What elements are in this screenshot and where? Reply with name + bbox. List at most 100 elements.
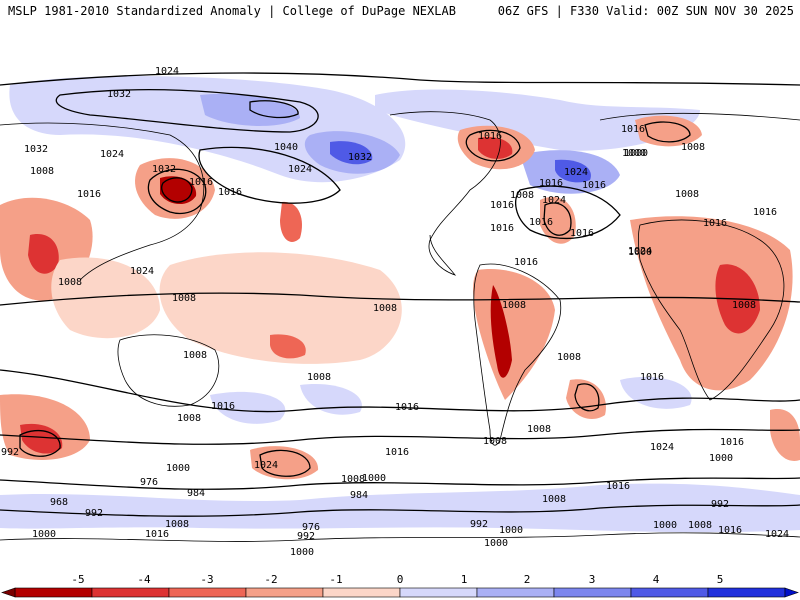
isobar-label: 1024 bbox=[564, 167, 588, 178]
anomaly-pos-greenland bbox=[375, 89, 700, 151]
colorbar-segment bbox=[322, 587, 401, 598]
isobar-low-kamchatka-inner bbox=[161, 177, 193, 203]
colorbar-tick-label: 0 bbox=[397, 573, 404, 586]
isobar-label: 1008 bbox=[165, 519, 189, 530]
colorbar-tick-label: -5 bbox=[71, 573, 84, 586]
isobar-label: 992 bbox=[85, 508, 103, 519]
anomaly-neg-australia-core bbox=[270, 334, 306, 359]
isobar-label: 1016 bbox=[514, 257, 538, 268]
isobar-low-atlantic bbox=[543, 202, 572, 236]
isobar-label: 1016 bbox=[582, 180, 606, 191]
anomaly-shading bbox=[0, 75, 800, 533]
colorbar-segment bbox=[630, 587, 709, 598]
isobar-label: 1008 bbox=[172, 293, 196, 304]
isobar-label: 1000 bbox=[166, 463, 190, 474]
isobar-label: 1016 bbox=[720, 437, 744, 448]
isobar-label: 1008 bbox=[483, 436, 507, 447]
isobar-label: 1000 bbox=[628, 247, 652, 258]
isobar-label: 1016 bbox=[621, 124, 645, 135]
isobar-label: 1008 bbox=[510, 190, 534, 201]
isobar-label: 1016 bbox=[606, 481, 630, 492]
colorbar-segment bbox=[14, 587, 93, 598]
colorbar: -5 -4 -3 -2 -1 0 1 2 3 4 5 bbox=[1, 573, 799, 598]
isobar-label: 1016 bbox=[145, 529, 169, 540]
isobar-label: 1016 bbox=[218, 187, 242, 198]
colorbar-min-extend bbox=[1, 587, 16, 598]
colorbar-segment bbox=[245, 587, 324, 598]
isobar-label: 1000 bbox=[499, 525, 523, 536]
isobar-1024-south bbox=[0, 369, 800, 413]
isobar-label: 1016 bbox=[77, 189, 101, 200]
colorbar-tick-label: 5 bbox=[717, 573, 724, 586]
isobar-label: 1016 bbox=[718, 525, 742, 536]
isobar-label: 1008 bbox=[307, 372, 331, 383]
isobar-label: 1024 bbox=[130, 266, 154, 277]
isobar-label: 1016 bbox=[478, 131, 502, 142]
isobar-label: 1040 bbox=[274, 142, 298, 153]
isobar-1016-tropics bbox=[0, 292, 800, 306]
isobar-label: 1008 bbox=[675, 189, 699, 200]
isobar-label: 1008 bbox=[681, 142, 705, 153]
anomaly-pos-south-pacific-a bbox=[210, 391, 286, 424]
isobar-1032-pacific bbox=[55, 89, 319, 133]
isobar-992-south bbox=[0, 477, 800, 490]
isobar-low-southpacific bbox=[259, 449, 311, 477]
isobar-label: 976 bbox=[302, 522, 320, 533]
isobar-label: 1016 bbox=[189, 177, 213, 188]
model-valid-time: 06Z GFS | F330 Valid: 00Z SUN NOV 30 202… bbox=[497, 4, 794, 18]
colorbar-tick-label: -1 bbox=[329, 573, 342, 586]
colorbar-tick-label: -3 bbox=[200, 573, 213, 586]
isobar-label: 1024 bbox=[288, 164, 312, 175]
isobar-label: 1000 bbox=[709, 453, 733, 464]
isobar-label: 1016 bbox=[529, 217, 553, 228]
isobar-label: 1008 bbox=[557, 352, 581, 363]
isobar-label: 1000 bbox=[290, 547, 314, 558]
isobar-labels: 1024 1032 1024 1032 1040 1032 1024 1016 1016 1016… bbox=[1, 66, 789, 558]
coast-north-america bbox=[389, 111, 501, 276]
anomaly-neg-southern-indian-east bbox=[770, 409, 800, 461]
isobar-label: 984 bbox=[187, 488, 205, 499]
isobar-label: 1024 bbox=[254, 460, 278, 471]
isobar-label: 1024 bbox=[765, 529, 789, 540]
isobar-1016-pacific-mid bbox=[198, 146, 341, 204]
isobar-label: 1032 bbox=[348, 152, 372, 163]
isobar-label: 1016 bbox=[640, 372, 664, 383]
colorbar-tick-label: 2 bbox=[524, 573, 531, 586]
anomaly-neg-maritime-core bbox=[28, 234, 59, 274]
isobar-label: 1032 bbox=[107, 89, 131, 100]
isobar-label: 1024 bbox=[650, 442, 674, 453]
isobar-label: 1016 bbox=[385, 447, 409, 458]
isobar-label: 1024 bbox=[628, 246, 652, 257]
anomaly-neg-hudson-core bbox=[478, 136, 513, 159]
anomaly-neg-australia bbox=[199, 276, 370, 351]
isobar-low-sw-indian bbox=[19, 430, 61, 457]
isobar-label: 1016 bbox=[490, 223, 514, 234]
anomaly-neg-africa bbox=[630, 216, 793, 391]
colorbar-tick-label: 1 bbox=[461, 573, 468, 586]
isobar-1000-antarctic bbox=[0, 504, 800, 517]
isobar-label: 1000 bbox=[622, 148, 646, 159]
coast-south-america bbox=[473, 263, 562, 446]
isobar-label: 1008 bbox=[373, 303, 397, 314]
isobar-1040-pacific bbox=[249, 100, 299, 119]
isobar-label: 1024 bbox=[100, 149, 124, 160]
isobar-label: 992 bbox=[297, 531, 315, 542]
isobar-label: 1008 bbox=[527, 424, 551, 435]
anomaly-pos-north-pacific bbox=[9, 75, 406, 183]
isobar-label: 1000 bbox=[32, 529, 56, 540]
isobar-label: 1000 bbox=[653, 520, 677, 531]
anomaly-neg-kamchatka-core bbox=[160, 176, 197, 205]
anomaly-pos-southern-band bbox=[0, 483, 800, 533]
isobar-label: 968 bbox=[50, 497, 68, 508]
anomaly-neg-andes-core bbox=[490, 285, 512, 378]
isobar-label: 1008 bbox=[502, 300, 526, 311]
isobar-label: 992 bbox=[470, 519, 488, 530]
anomaly-map: 1024 1032 1024 1032 1040 1032 1024 1016 1016 1016… bbox=[0, 40, 800, 558]
colorbar-tick-label: -4 bbox=[137, 573, 151, 586]
colorbar-tick-label: -2 bbox=[264, 573, 277, 586]
isobar-label: 1032 bbox=[152, 164, 176, 175]
colorbar-segment bbox=[707, 587, 786, 598]
coast-antarctica bbox=[0, 532, 800, 542]
isobar-label: 1000 bbox=[624, 148, 648, 159]
colorbar-tick-label: 4 bbox=[653, 573, 660, 586]
